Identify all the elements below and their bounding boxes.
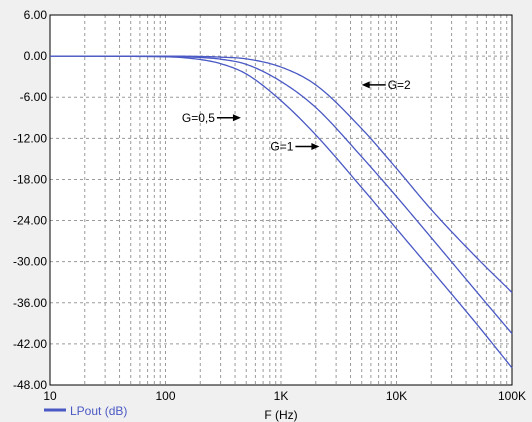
x-tick-label: 10 [43,389,57,403]
data-point [395,167,398,170]
grid [50,15,512,385]
y-tick-label: -48.00 [13,378,47,392]
plot-border [49,14,513,386]
data-point [219,62,222,65]
y-tick-label: -36.00 [13,296,47,310]
arrowhead-icon [311,143,320,151]
y-tick-label: -24.00 [13,214,47,228]
data-point [430,268,433,271]
data-point [395,227,398,230]
series-line [50,55,513,293]
x-tick-label: 100 [155,389,175,403]
annotation-label: G=1 [270,140,293,154]
legend[interactable]: LPout (dB) [44,404,127,418]
annotation-label: G=0,5 [182,111,215,125]
data-point [395,195,398,198]
data-point [476,323,479,326]
y-tick-label: -18.00 [13,172,47,186]
data-point [430,208,433,211]
data-point [245,57,248,60]
x-tick-label: 100K [498,389,526,403]
annotations: G=0,5 G=1 G=2 [182,78,411,154]
annotation: G=0,5 [182,111,241,125]
data-point [476,257,479,260]
y-tick-label: -6.00 [20,90,48,104]
arrowhead-icon [232,114,241,122]
data-point [314,83,317,86]
data-point [360,155,363,158]
y-tick-label: -12.00 [13,131,47,145]
data-point [360,186,363,189]
arrowhead-icon [361,81,370,89]
y-tick-label: -42.00 [13,337,47,351]
data-point [199,55,202,58]
data-point [245,63,248,66]
y-tick-label: 0.00 [24,49,48,63]
annotation: G=2 [361,78,411,92]
data-point [476,291,479,294]
data-point [511,332,514,335]
data-point [314,106,317,109]
data-point [219,56,222,59]
y-tick-label: 6.00 [24,8,48,22]
data-point [511,366,514,369]
data-point [280,80,283,83]
x-tick-label: 1K [274,389,289,403]
data-point [280,99,283,102]
annotation: G=1 [270,140,320,154]
x-tick-label: 10K [386,389,407,403]
y-axis: 6.00 0.00 -6.00 -12.00 -18.00 -24.00 -30.00 -36… [13,8,47,392]
y-tick-label: -30.00 [13,255,47,269]
annotation-label: G=2 [388,78,411,92]
data-point [245,73,248,76]
x-axis-label: F (Hz) [264,408,297,422]
x-axis: 10 100 1K 10K 100K [43,389,526,403]
data-point [511,291,514,294]
series-group [49,55,514,369]
data-point [360,127,363,130]
data-point [314,134,317,137]
data-point [49,55,52,58]
data-point [430,236,433,239]
data-point [164,55,167,58]
legend-label: LPout (dB) [70,404,127,418]
data-point [280,66,283,69]
